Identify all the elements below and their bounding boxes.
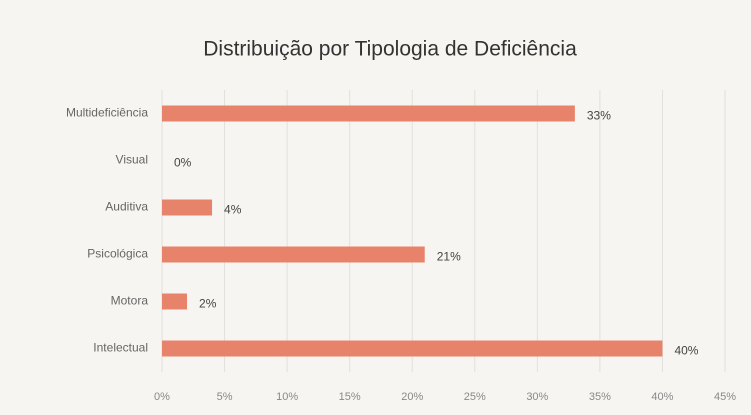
- x-tick-label: 45%: [714, 391, 736, 403]
- value-label: 40%: [674, 344, 698, 358]
- value-label: 33%: [587, 109, 611, 123]
- bar: [162, 293, 188, 310]
- x-tick-label: 10%: [276, 391, 298, 403]
- x-tick-label: 20%: [401, 391, 423, 403]
- value-label: 4%: [224, 203, 242, 217]
- x-tick-label: 0%: [154, 391, 170, 403]
- category-label: Visual: [116, 153, 148, 167]
- category-label: Psicológica: [87, 247, 148, 261]
- x-tick-label: 5%: [217, 391, 233, 403]
- value-label: 21%: [437, 250, 461, 264]
- bar: [162, 199, 213, 216]
- category-label: Motora: [111, 294, 149, 308]
- x-tick-label: 25%: [464, 391, 486, 403]
- bar: [162, 246, 425, 263]
- category-label: Multideficiência: [66, 106, 148, 120]
- chart-title: Distribuição por Tipologia de Deficiênci…: [203, 38, 577, 61]
- bar: [162, 105, 575, 122]
- value-label: 2%: [199, 297, 217, 311]
- x-tick-label: 40%: [651, 391, 673, 403]
- value-label: 0%: [174, 156, 192, 170]
- bar: [162, 340, 663, 357]
- x-tick-label: 35%: [589, 391, 611, 403]
- x-tick-label: 15%: [339, 391, 361, 403]
- category-label: Intelectual: [93, 341, 148, 355]
- category-label: Auditiva: [105, 200, 148, 214]
- x-tick-label: 30%: [526, 391, 548, 403]
